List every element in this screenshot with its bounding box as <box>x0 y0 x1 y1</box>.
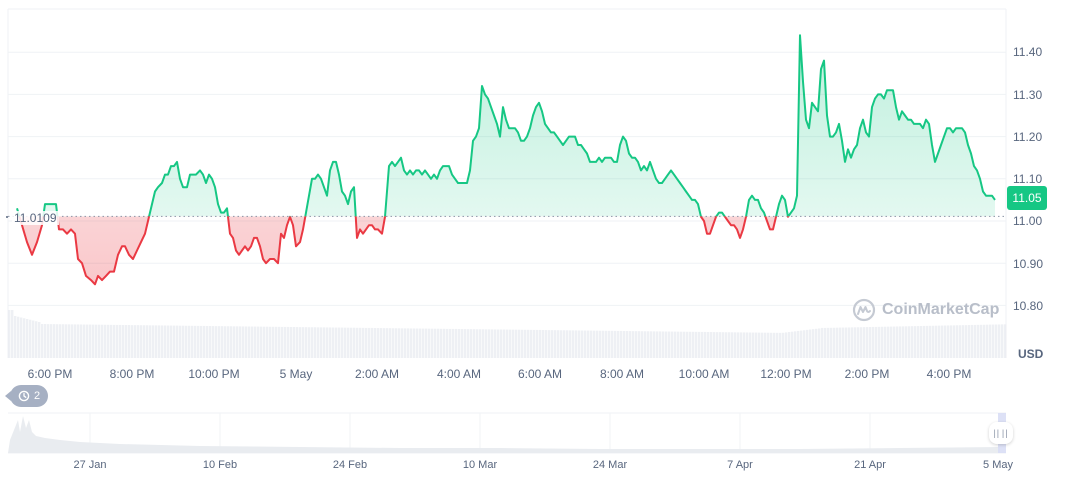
x-tick-label: 8:00 PM <box>109 367 155 381</box>
y-tick-label: 11.20 <box>1013 130 1043 144</box>
x-tick-label: 2:00 PM <box>844 367 890 381</box>
y-tick-label: 11.40 <box>1013 45 1043 59</box>
x-tick-label: 4:00 PM <box>926 367 972 381</box>
history-clock-icon <box>18 390 30 402</box>
navigator-tick-label: 27 Jan <box>73 459 107 471</box>
volume-bars <box>8 310 1007 358</box>
price-line-up <box>16 34 996 217</box>
x-tick-label: 5 May <box>279 367 313 381</box>
x-tick-label: 6:00 PM <box>27 367 73 381</box>
x-tick-label: 6:00 AM <box>517 367 563 381</box>
x-tick-label: 10:00 AM <box>678 367 730 381</box>
navigator[interactable] <box>8 412 1006 454</box>
navigator-tick-label: 24 Feb <box>332 459 368 471</box>
navigator-tick-label: 21 Apr <box>854 459 886 471</box>
navigator-tick-label: 10 Mar <box>462 459 498 471</box>
price-area-up <box>17 35 995 217</box>
baseline-value-label: 11.0109 <box>12 211 59 225</box>
grip-icon: || || <box>993 428 1009 438</box>
navigator-tick-label: 5 May <box>983 459 1013 471</box>
x-tick-label: 4:00 AM <box>436 367 482 381</box>
history-events-button[interactable]: 2 <box>5 385 48 407</box>
y-tick-label: 11.00 <box>1013 214 1043 228</box>
navigator-tick-label: 24 Mar <box>592 459 628 471</box>
coinmarketcap-logo-icon <box>852 298 876 322</box>
navigator-tick-label: 7 Apr <box>727 459 753 471</box>
navigator-area <box>8 416 1000 453</box>
y-tick-label: 11.10 <box>1013 172 1043 186</box>
x-tick-label: 12:00 PM <box>760 367 812 381</box>
y-tick-label: 10.90 <box>1013 257 1044 271</box>
watermark-text: CoinMarketCap <box>882 301 1000 318</box>
y-tick-label: 11.30 <box>1013 88 1043 102</box>
x-tick-label: 10:00 PM <box>188 367 240 381</box>
x-tick-label: 8:00 AM <box>599 367 645 381</box>
currency-label: USD <box>1018 347 1044 361</box>
coinmarketcap-watermark: CoinMarketCap <box>852 298 999 322</box>
current-price-badge: 11.05 <box>1007 186 1047 210</box>
y-tick-label: 10.80 <box>1013 299 1044 313</box>
navigator-range-handle[interactable]: || || <box>989 422 1013 444</box>
history-count: 2 <box>33 390 41 402</box>
baseline-marker <box>6 216 8 218</box>
x-tick-label: 2:00 AM <box>354 367 400 381</box>
price-area-down <box>19 216 789 285</box>
navigator-tick-label: 10 Feb <box>202 459 238 471</box>
